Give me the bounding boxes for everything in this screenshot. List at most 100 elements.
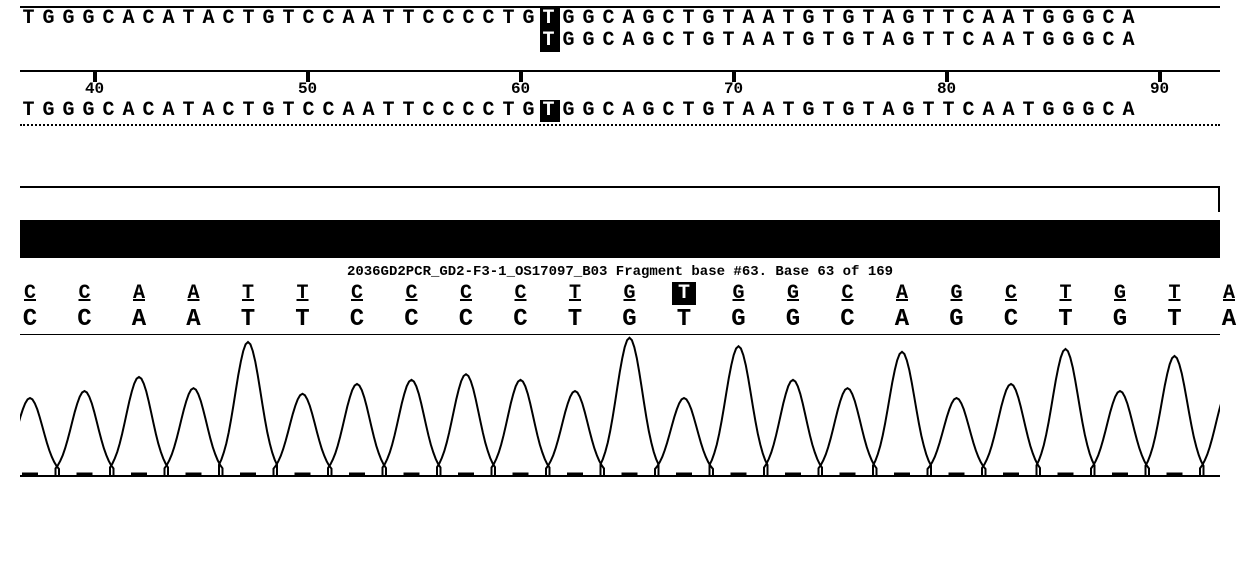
base: G — [40, 100, 60, 122]
base: A — [1000, 100, 1020, 122]
base: T — [540, 100, 560, 122]
ref-base: C — [1004, 306, 1018, 333]
trace-peak — [1200, 388, 1220, 475]
base: C — [480, 8, 500, 30]
base: A — [760, 30, 780, 52]
base: C — [420, 8, 440, 30]
trace-peak — [110, 377, 168, 475]
divider-notch — [1218, 186, 1220, 212]
trace-peak — [764, 380, 822, 475]
trace-peak — [274, 394, 332, 475]
base: T — [860, 100, 880, 122]
base: T — [920, 8, 940, 30]
base: A — [360, 100, 380, 122]
ref-base: A — [132, 306, 146, 333]
base: G — [560, 100, 580, 122]
base: A — [360, 8, 380, 30]
base: T — [280, 8, 300, 30]
base: A — [760, 8, 780, 30]
base: T — [240, 8, 260, 30]
base: T — [540, 30, 560, 52]
ref-base: T — [1167, 306, 1181, 333]
base: T — [720, 30, 740, 52]
trace-peak — [328, 384, 386, 475]
sequence-row-3: TGGGCACATACTGTCCAATTCCCCTGTGGCAGCTGTAATG… — [20, 100, 1220, 126]
base: G — [1080, 30, 1100, 52]
base: C — [960, 30, 980, 52]
base: G — [520, 8, 540, 30]
base: G — [560, 8, 580, 30]
base: T — [780, 30, 800, 52]
base: C — [1100, 8, 1120, 30]
base: C — [440, 8, 460, 30]
call-base: C — [24, 282, 36, 305]
base: C — [660, 30, 680, 52]
ref-base: G — [786, 306, 800, 333]
base: G — [60, 8, 80, 30]
base: G — [80, 100, 100, 122]
tick-label: 50 — [298, 80, 317, 98]
call-base: G — [950, 282, 962, 305]
base: C — [480, 100, 500, 122]
ref-base: T — [1058, 306, 1072, 333]
base: C — [100, 100, 120, 122]
base: G — [900, 100, 920, 122]
base: A — [620, 30, 640, 52]
base: T — [860, 30, 880, 52]
base: A — [160, 100, 180, 122]
base: A — [980, 100, 1000, 122]
base: C — [460, 100, 480, 122]
base: G — [580, 8, 600, 30]
base: G — [1060, 30, 1080, 52]
ref-base: A — [895, 306, 909, 333]
base: A — [200, 100, 220, 122]
base: A — [1000, 8, 1020, 30]
base: A — [620, 8, 640, 30]
base: T — [20, 8, 40, 30]
base: G — [840, 100, 860, 122]
trace-peak — [383, 380, 441, 475]
ref-base: C — [350, 306, 364, 333]
base: T — [1020, 100, 1040, 122]
base: C — [220, 8, 240, 30]
base: T — [1020, 8, 1040, 30]
call-base: G — [732, 282, 744, 305]
base: C — [1100, 30, 1120, 52]
call-base: C — [78, 282, 90, 305]
base: G — [640, 100, 660, 122]
ref-base: T — [295, 306, 309, 333]
base: G — [80, 8, 100, 30]
base: G — [840, 8, 860, 30]
base: A — [760, 100, 780, 122]
base: T — [180, 100, 200, 122]
base: C — [320, 8, 340, 30]
call-base: C — [1005, 282, 1017, 305]
base: T — [400, 100, 420, 122]
tick-label: 40 — [85, 80, 104, 98]
base: A — [120, 100, 140, 122]
base: T — [240, 100, 260, 122]
call-base: C — [514, 282, 526, 305]
chromatogram-ref-row: CCAATTCCCCTGTGGCAGCTGTAATG — [20, 306, 1220, 334]
trace-peak — [1037, 349, 1095, 475]
base: T — [680, 100, 700, 122]
trace-peak — [546, 391, 604, 475]
trace-peak — [928, 398, 986, 475]
base: T — [540, 8, 560, 30]
call-base: C — [351, 282, 363, 305]
ref-base: A — [186, 306, 200, 333]
base: G — [1060, 100, 1080, 122]
base: G — [580, 100, 600, 122]
call-base: G — [787, 282, 799, 305]
base: T — [380, 8, 400, 30]
chromatogram-title: 2036GD2PCR_GD2-F3-1_OS17097_B03 Fragment… — [20, 264, 1220, 280]
base: G — [840, 30, 860, 52]
base: C — [960, 100, 980, 122]
call-base: T — [672, 282, 696, 305]
trace-peak — [982, 384, 1040, 475]
base: G — [800, 30, 820, 52]
trace-peak — [601, 338, 659, 475]
base: G — [1080, 8, 1100, 30]
ref-base: T — [677, 306, 691, 333]
base: G — [700, 100, 720, 122]
